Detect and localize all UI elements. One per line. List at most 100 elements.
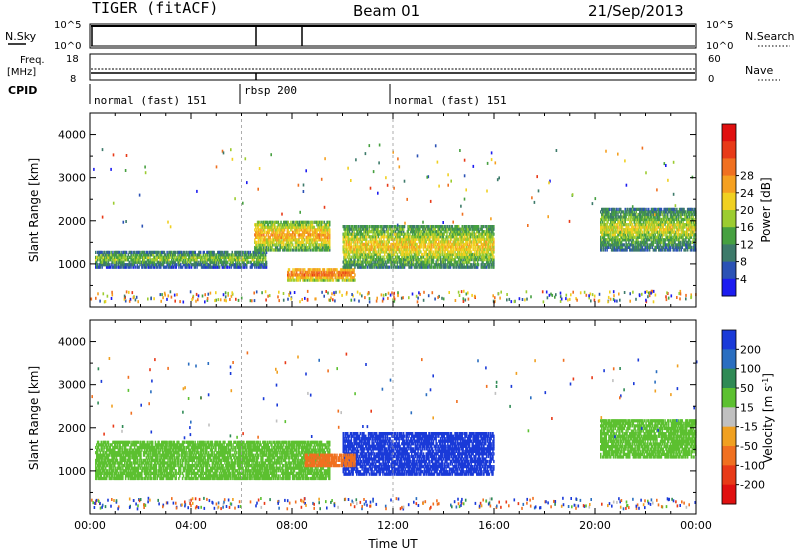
scatter-cell (125, 263, 128, 267)
scatter-cell (275, 220, 278, 224)
scatter-cell (280, 240, 282, 244)
scatter-cell (105, 265, 108, 269)
scatter-cell (358, 237, 361, 241)
scatter-cell (282, 248, 284, 252)
scatter-cell (326, 270, 328, 274)
scatter-cell (124, 263, 127, 267)
scatter-cell (199, 255, 201, 259)
scatter-cell (259, 253, 261, 257)
scatter-cell (207, 258, 209, 262)
scatter-cell (212, 265, 214, 269)
scatter-cell (150, 265, 152, 269)
scatter-cell (354, 252, 356, 257)
scatter-cell (355, 245, 357, 249)
scatter-cell (160, 253, 162, 257)
scatter-cell (99, 258, 102, 262)
scatter-cell (342, 273, 345, 277)
scatter-cell (297, 248, 299, 252)
scatter-cell (260, 243, 262, 247)
scatter-cell (98, 258, 101, 262)
scatter-cell (223, 260, 225, 264)
scatter-cell (403, 225, 406, 229)
scatter-cell (366, 252, 369, 257)
scatter-cell (348, 265, 351, 269)
scatter-cell (134, 258, 137, 262)
scatter-cell (174, 258, 177, 262)
scatter-cell (322, 238, 325, 242)
scatter-cell (268, 230, 271, 234)
scatter-cell (347, 242, 350, 246)
scatter-cell (263, 253, 265, 257)
scatter-cell (189, 260, 191, 264)
scatter-cell (282, 223, 284, 227)
scatter-cell (324, 276, 327, 280)
scatter-cell (108, 263, 111, 267)
scatter-cell (274, 230, 277, 234)
scatter-cell (322, 240, 325, 244)
scatter-cell (311, 270, 313, 274)
scatter-cell (155, 250, 158, 254)
scatter-cell (299, 240, 301, 244)
scatter-cell (154, 258, 157, 262)
scatter-cell (315, 248, 317, 252)
scatter-cell (143, 255, 146, 259)
scatter-cell (339, 273, 342, 277)
scatter-cell (287, 273, 289, 277)
scatter-cell (355, 227, 357, 231)
scatter-cell (320, 220, 323, 224)
scatter-cell (100, 263, 102, 267)
scatter-cell (306, 228, 308, 232)
scatter-cell (316, 270, 319, 274)
scatter-cell (297, 240, 299, 244)
scatter-cell (233, 265, 235, 269)
scatter-cell (349, 232, 352, 236)
scatter-cell (270, 233, 272, 237)
scatter-cell (109, 265, 111, 269)
scatter-cell (148, 250, 150, 254)
scatter-cell (263, 263, 265, 267)
scatter-cell (213, 258, 215, 262)
scatter-cell (107, 260, 110, 264)
scatter-cell (278, 228, 280, 232)
scatter-cell (264, 255, 267, 259)
scatter-cell (180, 253, 182, 257)
scatter-cell (188, 250, 190, 254)
scatter-cell (609, 207, 611, 211)
scatter-cell (263, 250, 265, 254)
scatter-cell (270, 220, 272, 224)
scatter-cell (318, 243, 320, 247)
scatter-cell (349, 278, 352, 282)
scatter-cell (334, 273, 336, 277)
scatter-cell (337, 276, 339, 280)
scatter-cell (144, 265, 147, 269)
scatter-cell (211, 258, 214, 262)
scatter-cell (358, 240, 361, 244)
scatter-cell (274, 233, 277, 237)
scatter-cell (117, 265, 120, 269)
scatter-cell (365, 250, 367, 254)
scatter-cell (122, 265, 124, 269)
scatter-cell (369, 265, 372, 269)
scatter-cell (351, 227, 353, 231)
scatter-cell (124, 265, 127, 269)
scatter-cell (259, 235, 261, 239)
scatter-cell (223, 253, 225, 257)
scatter-cell (307, 270, 310, 274)
scatter-cell (147, 263, 149, 267)
scatter-cell (309, 276, 311, 280)
scatter-cell (141, 260, 143, 264)
scatter-cell (323, 233, 326, 237)
scatter-cell (139, 255, 141, 259)
scatter-cell (356, 260, 359, 264)
scatter-cell (279, 243, 281, 247)
scatter-cell (231, 253, 233, 257)
scatter-cell (371, 237, 373, 241)
scatter-cell (177, 260, 179, 264)
scatter-cell (251, 255, 253, 259)
scatter-cell (171, 265, 173, 269)
scatter-cell (292, 220, 295, 224)
scatter-cell (362, 232, 364, 236)
scatter-cell (226, 265, 228, 269)
scatter-cell (169, 260, 171, 264)
scatter-cell (200, 258, 203, 262)
